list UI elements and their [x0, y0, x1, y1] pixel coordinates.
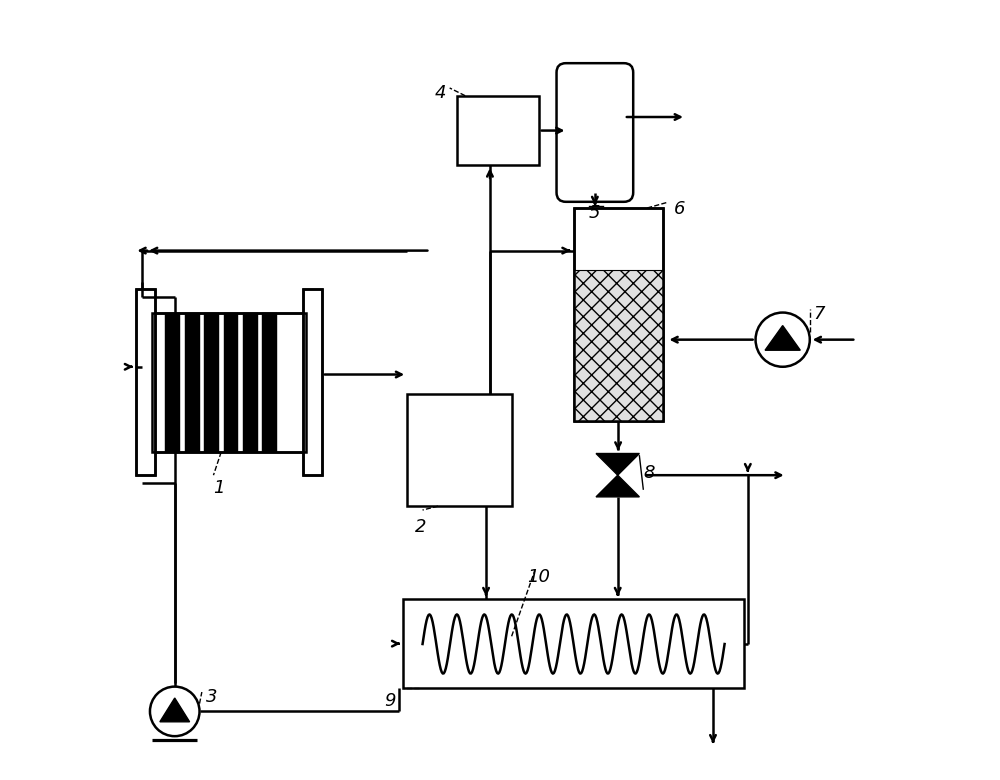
- Text: 6: 6: [674, 200, 686, 218]
- Text: 7: 7: [814, 305, 825, 323]
- Bar: [152, 313, 306, 452]
- Text: 4: 4: [434, 84, 446, 102]
- Bar: [303, 289, 322, 475]
- Bar: [185, 313, 200, 452]
- Polygon shape: [160, 698, 190, 722]
- Text: 3: 3: [206, 688, 217, 706]
- Text: 5: 5: [589, 204, 601, 222]
- Text: 9: 9: [384, 692, 395, 710]
- Polygon shape: [596, 453, 639, 475]
- Bar: [152, 313, 306, 452]
- Bar: [403, 599, 744, 688]
- Bar: [136, 289, 155, 475]
- FancyBboxPatch shape: [557, 63, 633, 202]
- Text: 10: 10: [527, 568, 550, 586]
- Text: 8: 8: [643, 463, 655, 481]
- Bar: [457, 96, 539, 165]
- Text: 1: 1: [213, 479, 225, 497]
- Circle shape: [150, 686, 200, 736]
- Bar: [136, 289, 155, 475]
- Text: 2: 2: [415, 518, 426, 536]
- Bar: [407, 394, 512, 506]
- Bar: [165, 313, 180, 452]
- Bar: [303, 289, 322, 475]
- Bar: [574, 208, 663, 421]
- Bar: [574, 208, 663, 421]
- Bar: [574, 270, 663, 421]
- Bar: [204, 313, 219, 452]
- Polygon shape: [596, 475, 639, 497]
- Circle shape: [756, 313, 810, 367]
- Bar: [243, 313, 258, 452]
- Bar: [224, 313, 238, 452]
- Bar: [262, 313, 277, 452]
- Polygon shape: [765, 325, 800, 350]
